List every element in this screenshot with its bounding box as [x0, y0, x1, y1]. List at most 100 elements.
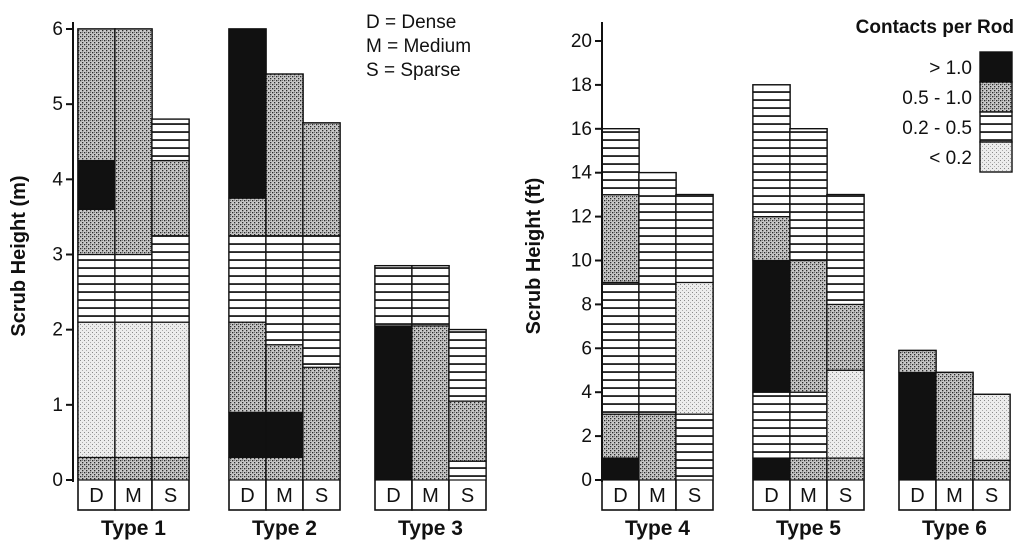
- segment-type-4-s-1: [675, 281, 714, 415]
- segment-type-2-d-1: [228, 411, 267, 459]
- segment-type-1-s-3: [151, 159, 190, 237]
- group-label-type-2: Type 2: [252, 517, 317, 540]
- segment-type-4-s-2: [675, 194, 714, 284]
- segment-type-1-d-3: [77, 208, 116, 256]
- legend-items: > 1.0 0.5 - 1.0 0.2 - 0.5 < 0.2: [902, 51, 1013, 173]
- segment-type-2-m-0: [265, 456, 304, 481]
- segment-type-2-m-1: [265, 411, 304, 459]
- right-ytick-label-16: 16: [571, 119, 592, 140]
- left-ytick-label-1: 1: [52, 395, 63, 416]
- segment-type-5-s-2: [826, 303, 865, 371]
- key-medium: M = Medium: [366, 36, 471, 57]
- left-y-axis-label: Scrub Height (m): [8, 175, 30, 336]
- right-y-ticks: 0 2 4 6 8 10 12 14 16 18 20: [571, 31, 602, 491]
- segment-type-3-d-1: [374, 265, 413, 327]
- segment-type-2-m-3: [265, 235, 304, 346]
- left-ytick-label-3: 3: [52, 245, 63, 266]
- category-label-type-1-s: S: [164, 485, 177, 507]
- left-bars: [77, 28, 487, 511]
- category-label-type-2-d: D: [240, 485, 254, 507]
- segment-type-5-d-1: [752, 391, 791, 459]
- segment-type-5-m-0: [789, 457, 828, 481]
- left-ytick-label-4: 4: [52, 169, 63, 190]
- category-label-type-4-m: M: [649, 485, 666, 507]
- segment-type-1-d-5: [77, 28, 116, 162]
- segment-type-1-d-1: [77, 321, 116, 459]
- segment-type-5-m-1: [789, 391, 828, 459]
- category-label-type-2-s: S: [315, 485, 328, 507]
- segment-type-2-d-3: [228, 235, 267, 323]
- left-ytick-label-2: 2: [52, 320, 63, 341]
- segment-type-2-d-2: [228, 321, 267, 413]
- legend-label-0-5-1-0: 0.5 - 1.0: [902, 88, 972, 109]
- key-dense: D = Dense: [366, 12, 456, 33]
- segment-type-2-d-5: [228, 28, 267, 199]
- legend-swatch-0-2-0-5: [979, 111, 1013, 143]
- right-ytick-label-2: 2: [581, 426, 592, 447]
- right-ytick-label-4: 4: [581, 382, 592, 403]
- segment-type-2-m-4: [265, 73, 304, 237]
- category-label-type-6-s: S: [985, 485, 998, 507]
- key-sparse: S = Sparse: [366, 60, 461, 81]
- segment-type-5-s-3: [826, 194, 865, 305]
- segment-type-6-d-0: [898, 371, 937, 481]
- segment-type-3-s-1: [448, 400, 487, 462]
- legend-label-1-0: > 1.0: [929, 58, 972, 79]
- segment-type-1-d-4: [77, 159, 116, 211]
- segment-type-1-m-0: [114, 456, 153, 481]
- category-label-type-2-m: M: [276, 485, 293, 507]
- legend: Contacts per Rod > 1.0 0.5 - 1.0 0.2 - 0.5…: [856, 17, 1014, 173]
- left-y-ticks: 0 1 2 3 4 5 6: [52, 19, 73, 491]
- category-label-type-3-d: D: [386, 485, 400, 507]
- category-key: D = Dense M = Medium S = Sparse: [366, 12, 471, 81]
- segment-type-1-d-2: [77, 253, 116, 323]
- segment-type-3-s-0: [448, 460, 487, 481]
- group-label-type-4: Type 4: [625, 517, 690, 540]
- segment-type-2-m-2: [265, 344, 304, 413]
- right-ytick-label-10: 10: [571, 251, 592, 272]
- right-ytick-label-8: 8: [581, 294, 592, 315]
- segment-type-6-m-0: [935, 371, 974, 481]
- segment-type-5-d-0: [752, 457, 791, 481]
- segment-type-5-m-2: [789, 259, 828, 393]
- segment-type-5-d-4: [752, 84, 791, 218]
- segment-type-5-d-2: [752, 259, 791, 393]
- segment-type-1-d-0: [77, 456, 116, 481]
- segment-type-5-s-0: [826, 457, 865, 481]
- segment-type-1-s-1: [151, 321, 190, 459]
- segment-type-2-s-0: [302, 366, 341, 481]
- group-label-type-1: Type 1: [101, 517, 166, 540]
- category-label-type-1-m: M: [125, 485, 142, 507]
- legend-swatch-0-2: [979, 141, 1013, 173]
- segment-type-5-s-1: [826, 369, 865, 459]
- segment-type-1-s-2: [151, 235, 190, 323]
- segment-type-1-m-3: [114, 28, 153, 256]
- group-label-type-3: Type 3: [398, 517, 463, 540]
- segment-type-2-s-2: [302, 122, 341, 237]
- right-y-axis-label: Scrub Height (ft): [523, 178, 545, 335]
- group-label-type-5: Type 5: [776, 517, 841, 540]
- segment-type-2-d-0: [228, 456, 267, 481]
- segment-type-4-d-3: [601, 194, 640, 284]
- right-ytick-label-14: 14: [571, 163, 593, 184]
- legend-title: Contacts per Rod: [856, 17, 1014, 38]
- right-group-labels: Type 4 Type 5 Type 6: [625, 517, 987, 540]
- segment-type-3-m-1: [411, 265, 450, 327]
- segment-type-6-s-1: [972, 393, 1011, 461]
- segment-type-4-m-0: [638, 413, 677, 481]
- right-bars: [601, 84, 1011, 511]
- right-ytick-label-12: 12: [571, 207, 592, 228]
- category-label-type-4-s: S: [688, 485, 701, 507]
- right-ytick-label-6: 6: [581, 338, 592, 359]
- category-label-type-3-s: S: [461, 485, 474, 507]
- segment-type-1-s-4: [151, 118, 190, 162]
- segment-type-4-d-2: [601, 281, 640, 415]
- category-label-type-4-d: D: [613, 485, 627, 507]
- segment-type-1-s-0: [151, 456, 190, 481]
- segment-type-2-s-1: [302, 235, 341, 368]
